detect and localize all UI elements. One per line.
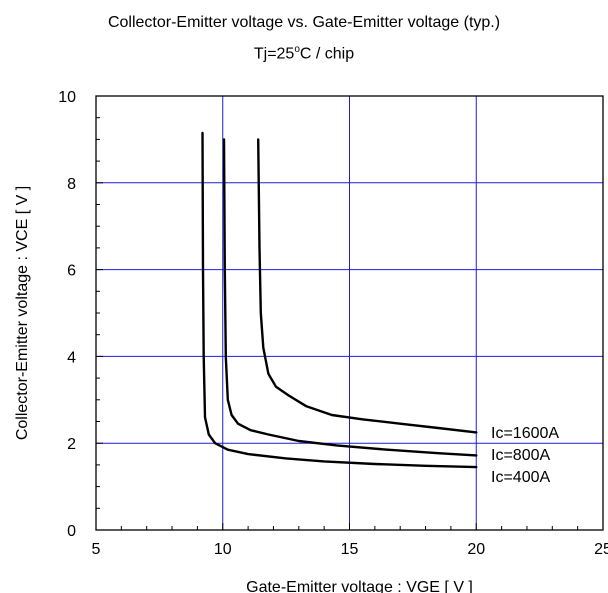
y-tick-label: 10 [58, 89, 76, 106]
series-label: Ic=800A [491, 447, 550, 464]
y-tick-label: 8 [67, 176, 76, 193]
y-tick-label: 2 [67, 436, 76, 453]
x-tick-label: 20 [467, 541, 485, 558]
y-tick-label: 4 [67, 349, 76, 366]
y-tick-label: 6 [67, 263, 76, 280]
x-tick-label: 5 [92, 541, 101, 558]
series-label: Ic=1600A [491, 425, 559, 442]
series-line-ic-400a [201, 131, 478, 469]
x-axis-label: Gate-Emitter voltage : VGE [ V ] [246, 579, 473, 593]
x-tick-label: 15 [341, 541, 359, 558]
series-line-ic-800a [222, 138, 478, 457]
chart-subtitle: Tj=25oC / chip [0, 44, 608, 63]
subtitle-suffix: C / chip [299, 45, 355, 63]
chart-title: Collector-Emitter voltage vs. Gate-Emitt… [107, 14, 501, 31]
subtitle-prefix: Tj=25 [253, 45, 295, 63]
axis-layer: 5 10 15 20 25 0 2 4 6 8 10 Gate-Emitter voltage : V… [14, 89, 608, 593]
x-tick-label: 10 [214, 541, 232, 558]
series-layer [201, 131, 478, 469]
grid-layer [96, 96, 603, 530]
y-tick-label: 0 [67, 523, 76, 540]
series-label: Ic=400A [491, 469, 550, 486]
label-layer: Ic=1600A Ic=800A Ic=400A [491, 425, 559, 486]
x-tick-label: 25 [594, 541, 608, 558]
series-line-ic-1600a [257, 138, 478, 434]
subtitle-degree-sup: o [294, 44, 300, 55]
y-axis-label: Collector-Emitter voltage : VCE [ V ] [14, 186, 31, 440]
